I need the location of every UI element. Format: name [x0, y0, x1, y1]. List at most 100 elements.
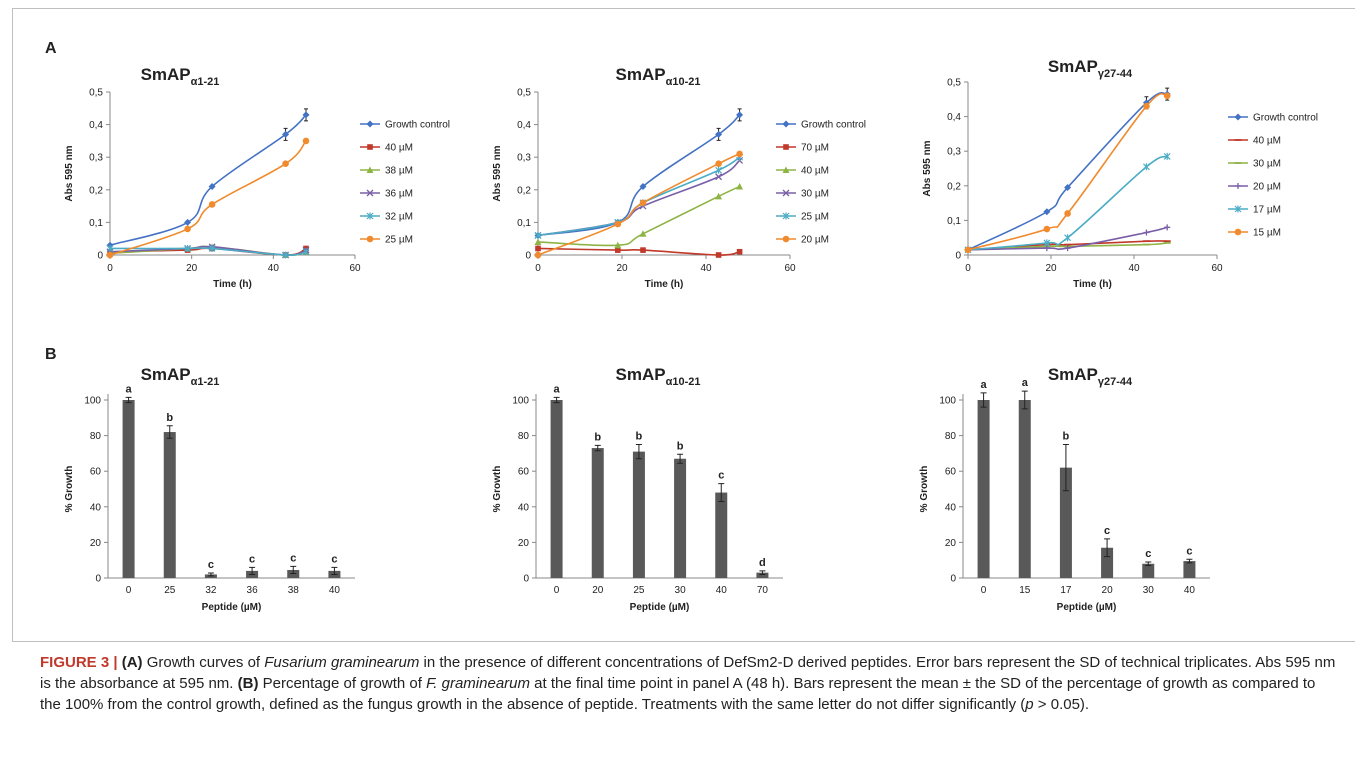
x-tick-label: 40	[700, 263, 712, 274]
y-tick-label: 60	[518, 467, 530, 478]
y-tick-label: 20	[90, 538, 102, 549]
series-line-0	[967, 91, 1168, 251]
caption-a-tag: (A)	[121, 654, 143, 671]
x-tick-label-1: 20	[592, 585, 604, 596]
bar-3	[1101, 547, 1114, 578]
x-tick-label-4: 38	[288, 585, 300, 596]
y-axis-title: % Growth	[919, 466, 930, 513]
y-tick-label: 0,3	[947, 147, 961, 158]
error-bar-5	[331, 566, 338, 575]
legend-label-1: 40 µM	[385, 143, 413, 154]
y-tick-label: 0,2	[89, 185, 103, 196]
bar-2	[632, 451, 645, 578]
y-tick-label: 80	[518, 431, 530, 442]
x-tick-label-3: 30	[675, 585, 687, 596]
y-tick-label: 0	[97, 251, 103, 262]
y-tick-label: 0	[523, 574, 529, 585]
bar-4	[1142, 563, 1155, 578]
data-point-5-0	[106, 251, 114, 259]
panel-label-b: B	[45, 346, 57, 363]
y-tick-label: 100	[939, 396, 956, 407]
data-point-1-0	[535, 245, 541, 252]
legend-marker-5	[366, 235, 374, 243]
data-point-2-4	[736, 183, 744, 190]
y-tick-label: 60	[945, 467, 957, 478]
caption-a-text-1: Growth curves of	[142, 654, 265, 671]
y-axis-title: % Growth	[64, 466, 75, 513]
significance-letter-0: a	[981, 379, 988, 391]
x-tick-label: 40	[1128, 263, 1140, 274]
growth-curve-chart-1: 0 0,1 0,2 0,3 0,4 0,5 0 20 40 60 Time (h) Abs 595 n…	[492, 88, 866, 291]
data-point-0-3	[715, 130, 723, 138]
caption-b-tag: (B)	[237, 675, 259, 692]
caption-figure-label: FIGURE 3 |	[40, 654, 118, 671]
caption-b-text-2: at the final time point in panel A (48 h…	[40, 675, 1316, 713]
y-tick-label: 0,4	[517, 120, 531, 131]
legend-marker-1	[783, 144, 789, 150]
growth-bar-title-2: SmAPγ27-44	[1048, 365, 1133, 388]
legend-label-4: 25 µM	[801, 212, 829, 223]
bar-5	[1183, 561, 1196, 578]
error-bar-1	[166, 425, 173, 439]
significance-letter-2: b	[1063, 431, 1070, 443]
significance-letter-2: b	[636, 431, 643, 443]
y-tick-label: 0,4	[947, 112, 961, 123]
y-tick-label: 0	[950, 574, 956, 585]
bar-5	[756, 572, 769, 578]
data-point-2-0	[534, 238, 542, 245]
y-tick-label: 0	[525, 251, 531, 262]
bar-0	[550, 400, 563, 578]
data-point-2-1	[614, 241, 622, 249]
data-point-2-3	[715, 192, 723, 200]
legend-label-1: 40 µM	[1253, 136, 1281, 147]
x-axis-title: Time (h)	[645, 279, 684, 290]
y-tick-label: 0	[95, 574, 101, 585]
bar-2	[1059, 467, 1072, 578]
legend-label-3: 30 µM	[801, 189, 829, 200]
y-tick-label: 100	[512, 396, 529, 407]
bar-3	[674, 458, 687, 578]
data-point-5-4	[1163, 92, 1171, 100]
y-tick-label: 20	[518, 538, 530, 549]
y-tick-label: 0,4	[89, 120, 103, 131]
y-tick-label: 100	[84, 396, 101, 407]
data-point-5-4	[736, 150, 743, 158]
legend-label-2: 40 µM	[801, 166, 829, 177]
data-point-1-1	[615, 247, 621, 253]
data-point-1-4	[736, 248, 743, 255]
figure-caption: FIGURE 3 | (A) Growth curves of Fusarium…	[40, 652, 1340, 715]
y-tick-label: 0,2	[947, 181, 961, 192]
data-point-1-2	[640, 247, 646, 253]
legend-marker-4	[782, 212, 790, 220]
caption-b-p: p	[1025, 696, 1034, 713]
data-point-4-1	[184, 244, 192, 252]
data-point-5-2	[208, 201, 216, 208]
error-bar-4	[718, 483, 725, 502]
series-line-1	[537, 247, 740, 256]
x-tick-label: 0	[107, 263, 113, 274]
x-tick-label-2: 25	[633, 585, 645, 596]
x-tick-label-4: 40	[716, 585, 728, 596]
data-point-4-3	[715, 166, 723, 174]
data-point-5-2	[1064, 210, 1071, 217]
y-axis-title: % Growth	[492, 466, 503, 513]
y-tick-label: 40	[518, 502, 530, 513]
x-axis-title: Peptide (µM)	[1057, 602, 1117, 613]
data-point-4-3	[1143, 163, 1150, 171]
growth-curve-chart-2: 0 0,1 0,2 0,3 0,4 0,5 0 20 40 60 Time (h) Abs 595 n…	[922, 78, 1318, 291]
error-bar-0	[553, 396, 560, 404]
growth-bar-title-1: SmAPα10-21	[616, 365, 701, 388]
legend-label-1: 70 µM	[801, 143, 829, 154]
x-tick-label: 20	[186, 263, 198, 274]
x-tick-label: 60	[1211, 263, 1223, 274]
bar-1	[163, 432, 176, 578]
data-point-5-3	[282, 160, 289, 168]
error-bar-2	[635, 444, 642, 460]
data-point-4-1	[1043, 239, 1051, 247]
x-axis-title: Time (h)	[213, 279, 252, 290]
data-point-4-3	[282, 251, 290, 259]
data-point-5-0	[964, 246, 972, 254]
data-point-5-1	[614, 220, 622, 228]
bar-1	[1018, 400, 1031, 578]
legend-marker-4	[1234, 205, 1242, 213]
